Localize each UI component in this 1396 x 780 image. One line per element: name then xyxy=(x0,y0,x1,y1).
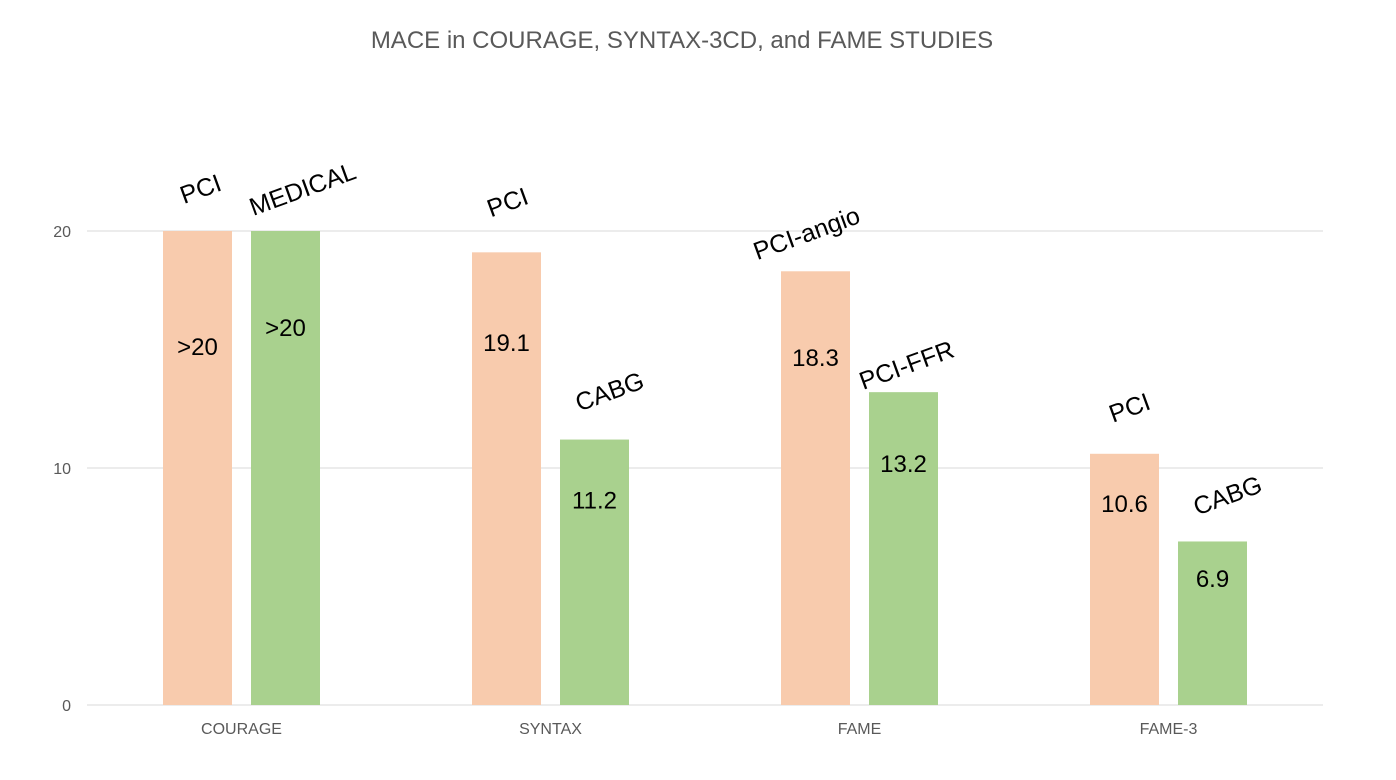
y-tick-label: 10 xyxy=(53,461,71,478)
bar-courage-1 xyxy=(251,231,320,705)
bar-top-label: PCI-angio xyxy=(750,202,864,266)
bar-syntax-1 xyxy=(560,439,629,705)
data-label: >20 xyxy=(265,315,306,342)
bar-courage-0 xyxy=(163,231,232,705)
data-label: >20 xyxy=(177,334,218,361)
x-category-label: FAME-3 xyxy=(1140,721,1198,738)
bar-fame-3-1 xyxy=(1178,541,1247,705)
chart-title: MACE in COURAGE, SYNTAX-3CD, and FAME ST… xyxy=(371,27,993,54)
x-category-label: COURAGE xyxy=(201,721,282,738)
bar-top-label: CABG xyxy=(572,367,648,418)
bar-top-label: MEDICAL xyxy=(246,157,360,221)
data-label: 10.6 xyxy=(1101,491,1148,518)
data-label: 6.9 xyxy=(1196,566,1229,593)
bar-syntax-0 xyxy=(472,252,541,705)
data-label: 11.2 xyxy=(572,488,617,515)
y-tick-label: 0 xyxy=(62,698,71,715)
y-tick-label: 20 xyxy=(53,224,71,241)
data-label: 18.3 xyxy=(792,345,839,372)
bar-top-label: PCI xyxy=(1105,388,1154,429)
x-axis: COURAGE SYNTAX FAME FAME-3 xyxy=(201,721,1197,738)
data-label: 19.1 xyxy=(483,330,530,357)
bar-top-label: PCI xyxy=(176,169,225,210)
data-label: 13.2 xyxy=(880,451,927,478)
bar-fame-1 xyxy=(869,392,938,705)
bar-top-label: CABG xyxy=(1190,471,1266,522)
bar-fame-3-0 xyxy=(1090,453,1159,705)
x-category-label: FAME xyxy=(838,721,882,738)
x-category-label: SYNTAX xyxy=(519,721,582,738)
bar-fame-0 xyxy=(781,271,850,705)
y-axis: 0 10 20 xyxy=(53,224,71,715)
bars: >20 PCI >20 MEDICAL 19.1 PCI 11.2 CABG 18.3 PCI-a… xyxy=(163,157,1266,705)
bar-top-label: PCI-FFR xyxy=(856,336,958,396)
bar-top-label: PCI xyxy=(483,183,532,224)
